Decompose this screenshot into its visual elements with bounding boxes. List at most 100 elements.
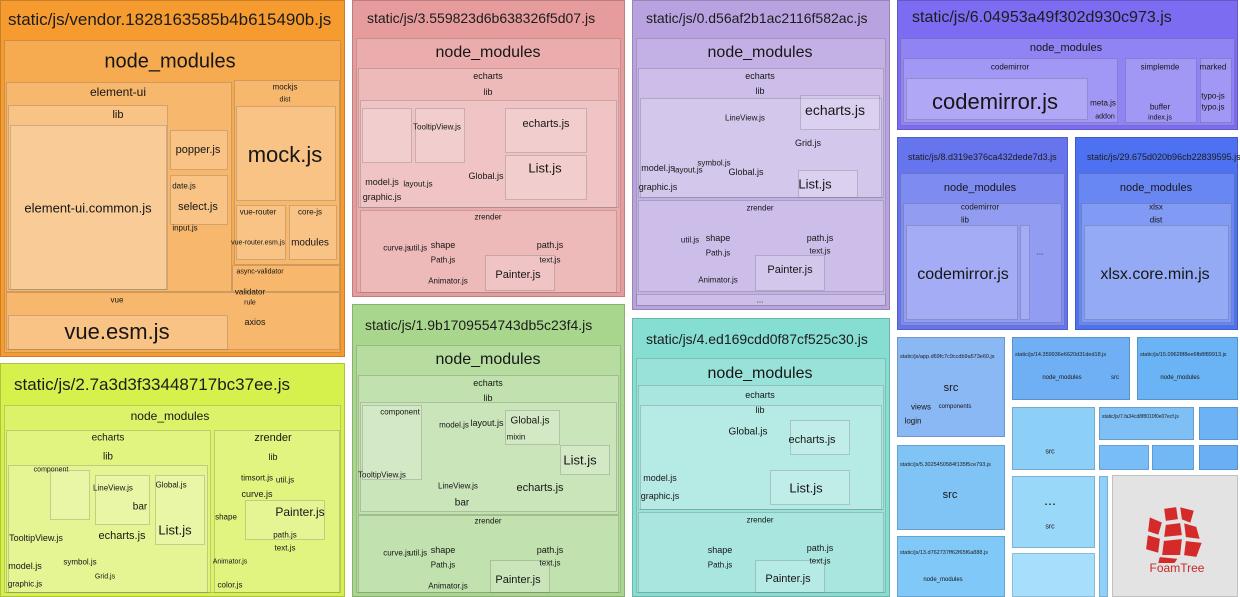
module-box	[485, 255, 555, 291]
module-label: text.js	[809, 246, 831, 256]
module-label: Painter.js	[765, 573, 811, 585]
module-label: Painter.js	[275, 505, 325, 519]
module-label: node_modules	[943, 182, 1017, 194]
module-box	[640, 98, 882, 198]
module-box	[358, 68, 619, 208]
module-label: lib	[960, 215, 970, 225]
chunk-title: static/js/15.09628f8ee6fb8f89913.js	[1140, 352, 1227, 358]
module-box	[1020, 225, 1030, 320]
module-label: src	[1111, 375, 1119, 381]
module-box	[1084, 225, 1229, 320]
module-box	[289, 205, 337, 260]
module-box	[1078, 173, 1235, 326]
module-label: validator	[234, 287, 266, 297]
module-label: Grid.js	[94, 573, 116, 581]
module-label: date.js	[172, 181, 196, 191]
module-label: simplemde	[1140, 62, 1180, 72]
module-box	[638, 512, 884, 593]
tile	[1099, 445, 1149, 470]
small-chunk	[1012, 476, 1095, 548]
module-label: graphic.js	[7, 579, 43, 589]
module-label: mock.js	[247, 142, 323, 167]
module-label: src	[1045, 523, 1055, 531]
module-box	[10, 125, 167, 290]
chunk	[897, 0, 1238, 130]
module-label: vue-router.esm.js	[231, 239, 285, 247]
module-label: shape	[707, 545, 733, 555]
module-label: zrender	[746, 515, 774, 525]
module-label: lib	[483, 393, 493, 403]
module-label: List.js	[798, 176, 832, 192]
module-box	[214, 430, 340, 593]
chunk	[0, 0, 345, 357]
module-box	[4, 405, 341, 593]
module-label: ...	[1044, 492, 1056, 508]
module-label: node_modules	[1160, 375, 1200, 381]
module-box	[638, 385, 884, 510]
module-label: layout.js	[673, 165, 703, 175]
chunk-title: static/js/1.9b1709554743db5c23f4.js	[365, 317, 593, 333]
module-label: components	[938, 404, 972, 410]
module-label: src	[942, 489, 958, 501]
module-box	[8, 465, 208, 593]
module-label: element-ui.common.js	[24, 200, 152, 216]
module-label: zrender	[474, 212, 502, 222]
module-label: element-ui	[89, 85, 147, 99]
module-box	[4, 40, 341, 353]
module-label: color.js	[217, 580, 243, 590]
chunk-title: static/js/29.675d020b96cb22839595.js	[1087, 152, 1240, 162]
module-label: typo.js	[1201, 102, 1225, 112]
module-label: typo-js	[1201, 91, 1225, 101]
module-box	[505, 108, 587, 153]
module-box	[360, 210, 617, 293]
module-box	[8, 315, 228, 350]
module-label: List.js	[789, 480, 823, 496]
module-label: echarts.js	[516, 482, 564, 494]
module-box	[50, 470, 90, 520]
module-box	[755, 560, 825, 593]
module-label: path.js	[806, 233, 834, 243]
module-label: node_modules	[1119, 182, 1193, 194]
module-label: text.js	[539, 558, 561, 568]
module-label: codemirror.js	[932, 89, 1058, 114]
module-label: ...	[756, 295, 764, 305]
module-label: util.js	[275, 475, 295, 485]
module-box	[770, 470, 850, 505]
module-box	[636, 358, 886, 593]
module-label: lib	[268, 452, 278, 462]
module-box	[900, 38, 1235, 126]
module-label: List.js	[528, 160, 562, 176]
module-label: src	[943, 382, 959, 394]
small-chunk	[1012, 407, 1095, 470]
module-box	[362, 405, 422, 480]
module-label: List.js	[158, 522, 192, 538]
module-label: TooltipView.js	[358, 470, 406, 480]
tile	[1199, 407, 1238, 440]
chunk-title: static/js/2.7a3d3f33448717bc37ee.js	[14, 375, 290, 394]
module-label: echarts.js	[522, 118, 570, 130]
module-box	[903, 58, 1118, 123]
module-label: LineView.js	[438, 481, 478, 491]
module-box	[95, 475, 150, 525]
module-label: symbol.js	[697, 158, 731, 168]
module-label: echarts.js	[788, 434, 836, 446]
module-label: echarts	[91, 432, 125, 444]
chunk	[352, 0, 625, 297]
module-label: echarts	[473, 378, 503, 388]
small-chunk	[1137, 337, 1238, 400]
module-label: component	[380, 407, 420, 417]
module-label: TooltipView.js	[9, 533, 63, 543]
chunk-title: static/js/0.d56af2b1ac2116f582ac.js	[646, 10, 868, 26]
module-box	[6, 292, 340, 350]
module-box	[360, 100, 617, 208]
module-label: xlsx.core.min.js	[1100, 266, 1210, 283]
module-label: marked	[1199, 62, 1227, 72]
module-box	[415, 108, 465, 163]
module-box	[6, 82, 232, 292]
module-label: lib	[112, 109, 124, 121]
chunk	[632, 0, 890, 310]
module-label: lib	[102, 451, 114, 463]
module-label: model.js	[643, 473, 677, 483]
module-label: Global.js	[155, 480, 187, 490]
